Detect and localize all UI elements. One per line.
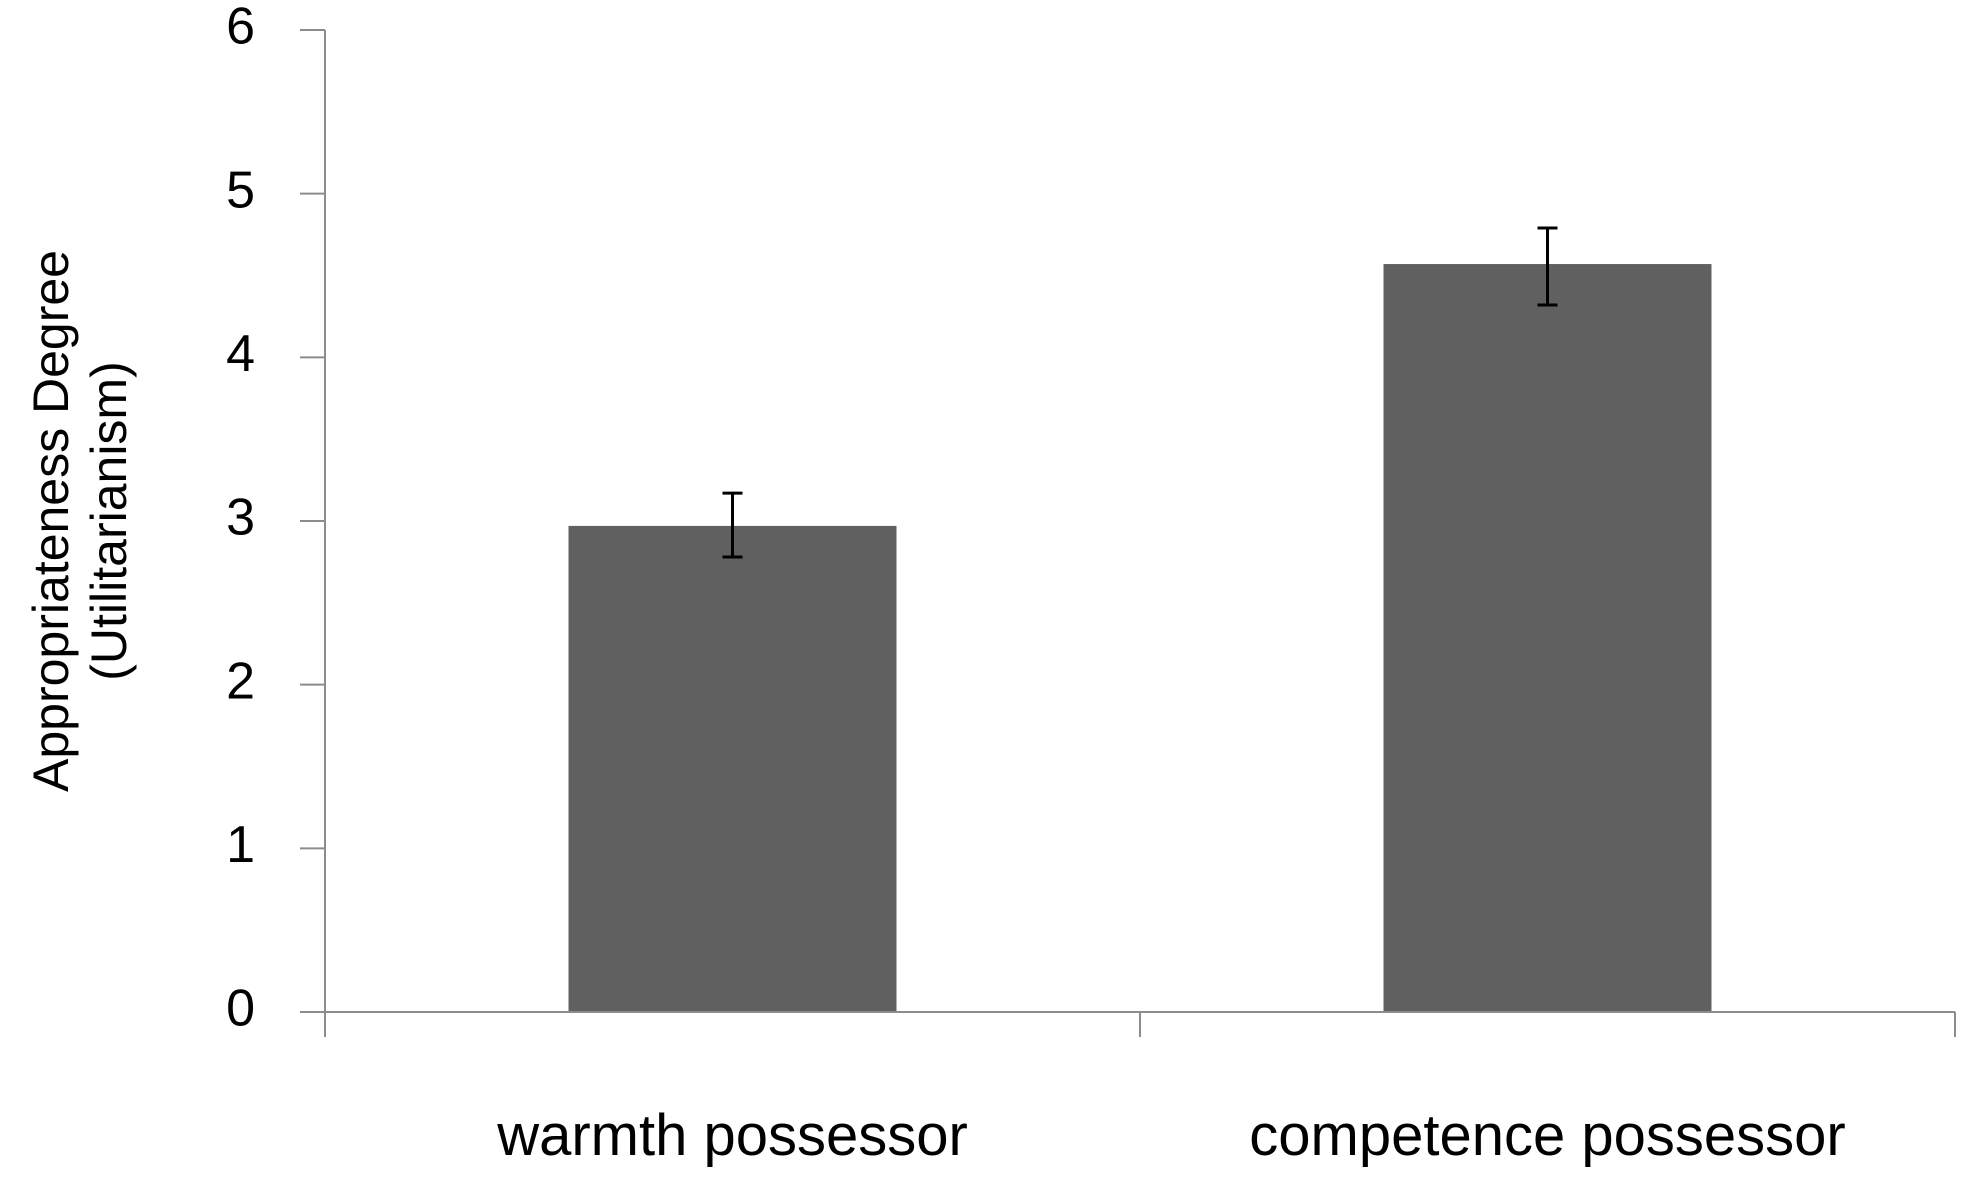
axes bbox=[300, 30, 1955, 1013]
x-axis-ticks: warmth possessor competence possessor bbox=[324, 1012, 1956, 1168]
y-tick-label: 2 bbox=[226, 652, 255, 710]
error-bars bbox=[722, 226, 1558, 559]
x-tick-label: warmth possessor bbox=[496, 1103, 968, 1168]
y-axis-label: Appropriateness Degree(Utilitarianism) bbox=[23, 250, 137, 792]
y-tick-label: 5 bbox=[226, 161, 255, 219]
y-axis-title-line: Appropriateness Degree bbox=[23, 250, 79, 792]
y-axis-title: Appropriateness Degree(Utilitarianism) bbox=[23, 250, 137, 792]
bar-2 bbox=[1383, 264, 1712, 1012]
y-tick-label: 0 bbox=[226, 980, 255, 1038]
y-tick-label: 3 bbox=[226, 489, 255, 547]
bars bbox=[568, 264, 1712, 1012]
y-axis-ticks: 0 1 2 3 4 5 6 bbox=[226, 0, 325, 1038]
y-axis-title-line: (Utilitarianism) bbox=[81, 361, 137, 680]
y-tick-label: 1 bbox=[226, 816, 255, 874]
y-tick-label: 6 bbox=[226, 0, 255, 56]
error-bar-1 bbox=[722, 491, 743, 559]
bar-1 bbox=[568, 525, 897, 1012]
y-tick-label: 4 bbox=[226, 325, 255, 383]
error-bar-2 bbox=[1537, 226, 1558, 307]
x-tick-label: competence possessor bbox=[1249, 1103, 1845, 1168]
